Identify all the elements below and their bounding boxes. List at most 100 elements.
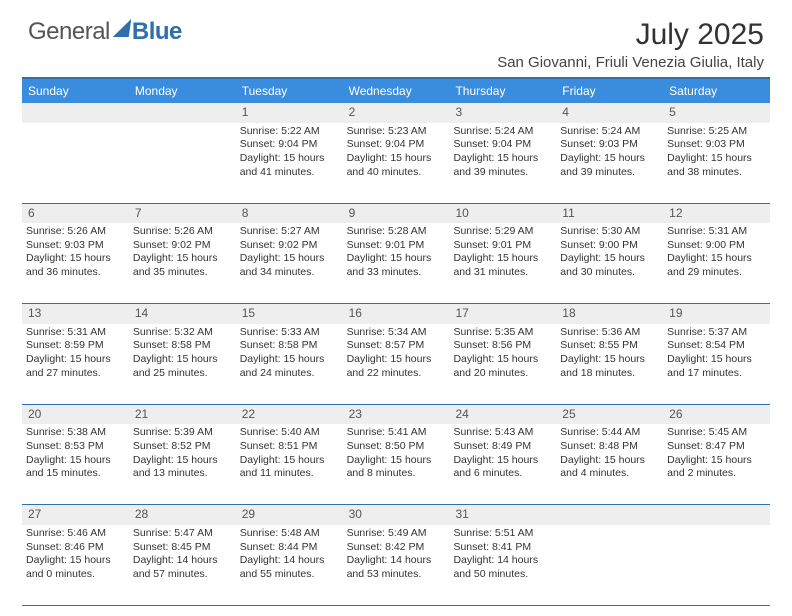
sunset-text: Sunset: 8:53 PM (26, 440, 125, 454)
day-cell: Sunrise: 5:24 AMSunset: 9:03 PMDaylight:… (556, 123, 663, 203)
brand-logo: General Blue (28, 18, 182, 46)
day-number: 17 (449, 304, 556, 324)
sunset-text: Sunset: 8:57 PM (347, 339, 446, 353)
sunrise-text: Sunrise: 5:45 AM (667, 426, 766, 440)
daylight-text-1: Daylight: 14 hours (347, 554, 446, 568)
sunset-text: Sunset: 8:59 PM (26, 339, 125, 353)
week-row: Sunrise: 5:22 AMSunset: 9:04 PMDaylight:… (22, 123, 770, 204)
day-cell: Sunrise: 5:37 AMSunset: 8:54 PMDaylight:… (663, 324, 770, 404)
sunrise-text: Sunrise: 5:31 AM (667, 225, 766, 239)
sunrise-text: Sunrise: 5:26 AM (133, 225, 232, 239)
day-cell: Sunrise: 5:34 AMSunset: 8:57 PMDaylight:… (343, 324, 450, 404)
sunset-text: Sunset: 9:03 PM (26, 239, 125, 253)
brand-part2: Blue (132, 18, 182, 46)
sunset-text: Sunset: 8:49 PM (453, 440, 552, 454)
daylight-text-2: and 0 minutes. (26, 568, 125, 582)
sunset-text: Sunset: 9:03 PM (667, 138, 766, 152)
sunset-text: Sunset: 8:51 PM (240, 440, 339, 454)
day-cell: Sunrise: 5:41 AMSunset: 8:50 PMDaylight:… (343, 424, 450, 504)
sunrise-text: Sunrise: 5:43 AM (453, 426, 552, 440)
daylight-text-1: Daylight: 14 hours (453, 554, 552, 568)
daylight-text-2: and 30 minutes. (560, 266, 659, 280)
day-number: 30 (343, 505, 450, 525)
brand-part1: General (28, 18, 110, 46)
sunset-text: Sunset: 9:04 PM (240, 138, 339, 152)
dow-wednesday: Wednesday (343, 79, 450, 103)
daylight-text-1: Daylight: 15 hours (560, 152, 659, 166)
daylight-text-2: and 40 minutes. (347, 166, 446, 180)
daylight-text-2: and 6 minutes. (453, 467, 552, 481)
day-number: 15 (236, 304, 343, 324)
daylight-text-1: Daylight: 15 hours (347, 252, 446, 266)
day-number: 8 (236, 204, 343, 224)
sunset-text: Sunset: 9:00 PM (560, 239, 659, 253)
sunrise-text: Sunrise: 5:25 AM (667, 125, 766, 139)
daynum-row: 20212223242526 (22, 405, 770, 425)
day-cell: Sunrise: 5:35 AMSunset: 8:56 PMDaylight:… (449, 324, 556, 404)
day-number: 6 (22, 204, 129, 224)
day-number: 5 (663, 103, 770, 123)
sunrise-text: Sunrise: 5:46 AM (26, 527, 125, 541)
sunrise-text: Sunrise: 5:24 AM (453, 125, 552, 139)
day-number: 21 (129, 405, 236, 425)
sunrise-text: Sunrise: 5:36 AM (560, 326, 659, 340)
sunset-text: Sunset: 9:00 PM (667, 239, 766, 253)
daylight-text-1: Daylight: 15 hours (26, 353, 125, 367)
daylight-text-2: and 41 minutes. (240, 166, 339, 180)
day-cell: Sunrise: 5:28 AMSunset: 9:01 PMDaylight:… (343, 223, 450, 303)
sunset-text: Sunset: 8:42 PM (347, 541, 446, 555)
daylight-text-1: Daylight: 15 hours (667, 152, 766, 166)
day-cell: Sunrise: 5:48 AMSunset: 8:44 PMDaylight:… (236, 525, 343, 605)
sunrise-text: Sunrise: 5:29 AM (453, 225, 552, 239)
sunrise-text: Sunrise: 5:23 AM (347, 125, 446, 139)
sunrise-text: Sunrise: 5:34 AM (347, 326, 446, 340)
daylight-text-2: and 31 minutes. (453, 266, 552, 280)
daylight-text-2: and 57 minutes. (133, 568, 232, 582)
sunrise-text: Sunrise: 5:33 AM (240, 326, 339, 340)
daylight-text-2: and 33 minutes. (347, 266, 446, 280)
day-number: 10 (449, 204, 556, 224)
daylight-text-2: and 36 minutes. (26, 266, 125, 280)
empty-cell (129, 123, 236, 203)
day-number: 31 (449, 505, 556, 525)
daylight-text-2: and 20 minutes. (453, 367, 552, 381)
sunrise-text: Sunrise: 5:26 AM (26, 225, 125, 239)
day-number: 24 (449, 405, 556, 425)
day-number (129, 103, 236, 123)
daylight-text-1: Daylight: 15 hours (667, 454, 766, 468)
dow-row: Sunday Monday Tuesday Wednesday Thursday… (22, 79, 770, 103)
daylight-text-2: and 22 minutes. (347, 367, 446, 381)
day-cell: Sunrise: 5:27 AMSunset: 9:02 PMDaylight:… (236, 223, 343, 303)
week-row: Sunrise: 5:46 AMSunset: 8:46 PMDaylight:… (22, 525, 770, 606)
day-cell: Sunrise: 5:26 AMSunset: 9:03 PMDaylight:… (22, 223, 129, 303)
day-cell: Sunrise: 5:45 AMSunset: 8:47 PMDaylight:… (663, 424, 770, 504)
day-cell: Sunrise: 5:51 AMSunset: 8:41 PMDaylight:… (449, 525, 556, 605)
day-cell: Sunrise: 5:47 AMSunset: 8:45 PMDaylight:… (129, 525, 236, 605)
day-number: 2 (343, 103, 450, 123)
daylight-text-2: and 29 minutes. (667, 266, 766, 280)
day-number: 14 (129, 304, 236, 324)
sunrise-text: Sunrise: 5:27 AM (240, 225, 339, 239)
sunset-text: Sunset: 8:58 PM (133, 339, 232, 353)
day-number: 3 (449, 103, 556, 123)
daylight-text-2: and 34 minutes. (240, 266, 339, 280)
header: General Blue July 2025 San Giovanni, Fri… (0, 0, 792, 75)
day-number: 20 (22, 405, 129, 425)
day-number: 23 (343, 405, 450, 425)
day-cell: Sunrise: 5:40 AMSunset: 8:51 PMDaylight:… (236, 424, 343, 504)
daylight-text-2: and 18 minutes. (560, 367, 659, 381)
empty-cell (663, 525, 770, 605)
daylight-text-1: Daylight: 15 hours (26, 252, 125, 266)
day-number (663, 505, 770, 525)
sunset-text: Sunset: 9:01 PM (347, 239, 446, 253)
day-cell: Sunrise: 5:30 AMSunset: 9:00 PMDaylight:… (556, 223, 663, 303)
day-cell: Sunrise: 5:23 AMSunset: 9:04 PMDaylight:… (343, 123, 450, 203)
sunset-text: Sunset: 8:52 PM (133, 440, 232, 454)
day-number: 29 (236, 505, 343, 525)
daylight-text-2: and 27 minutes. (26, 367, 125, 381)
sunset-text: Sunset: 8:41 PM (453, 541, 552, 555)
daylight-text-1: Daylight: 15 hours (347, 353, 446, 367)
day-cell: Sunrise: 5:38 AMSunset: 8:53 PMDaylight:… (22, 424, 129, 504)
daylight-text-1: Daylight: 14 hours (133, 554, 232, 568)
daylight-text-2: and 39 minutes. (453, 166, 552, 180)
